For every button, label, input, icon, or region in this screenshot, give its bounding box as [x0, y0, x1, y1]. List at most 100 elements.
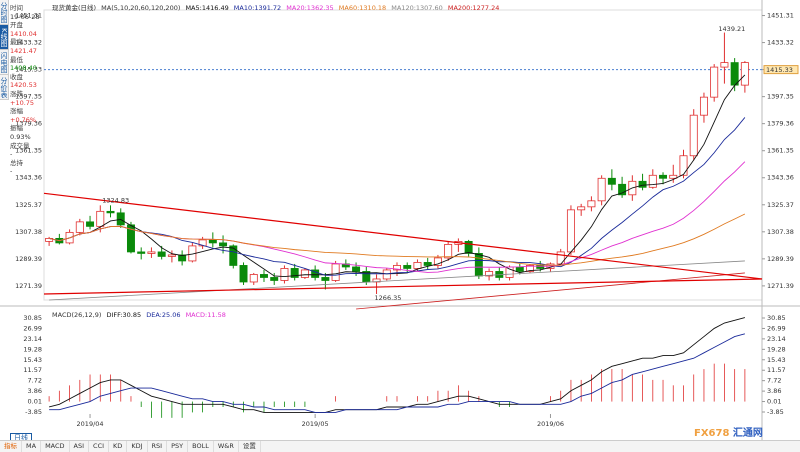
price-tick-label: 1307.38 — [767, 228, 794, 236]
month-label: 2019/05 — [302, 420, 329, 428]
sidebar-tab-0[interactable]: 分时图 — [0, 0, 8, 25]
macd-tick-label: 7.72 — [767, 377, 781, 385]
left-macd-tick-label: 0.01 — [28, 398, 42, 406]
price-tick-label: 1325.37 — [767, 201, 794, 209]
price-tick-label: 1451.31 — [767, 12, 794, 20]
candle-up — [433, 257, 442, 266]
change-label: 涨跌 — [10, 89, 23, 98]
indicator-tab-macd[interactable]: MACD — [41, 441, 70, 452]
candle-up — [167, 254, 176, 257]
ma10-line — [49, 117, 746, 276]
candle-up — [249, 274, 258, 283]
candle-down — [260, 274, 268, 278]
candle-down — [229, 245, 238, 266]
candle-up — [300, 269, 309, 278]
candle-up — [679, 155, 688, 176]
low-mark: 1266.35 — [375, 294, 402, 302]
month-label: 2019/04 — [77, 420, 104, 428]
candle-down — [137, 251, 146, 254]
price-tick-label: 1271.39 — [767, 282, 794, 290]
pct-value: +0.76% — [10, 115, 37, 124]
candle-up — [566, 209, 575, 253]
macd-tick-label: 0.01 — [767, 398, 781, 406]
dea-line — [49, 333, 745, 413]
close-value: 1420.53 — [10, 81, 37, 90]
left-macd-tick-label: 23.14 — [23, 335, 42, 343]
candle-up — [689, 114, 698, 157]
left-price-tick-label: 1451.31 — [15, 12, 42, 20]
macd-legend: MACD(26,12,9) DIFF:30.85 DEA:25.06 MACD:… — [52, 311, 229, 319]
left-price-tick-label: 1433.32 — [15, 39, 42, 47]
left-macd-tick-label: 11.57 — [23, 366, 42, 374]
current-price-tag — [763, 65, 799, 75]
change-value: +10.75 — [10, 98, 35, 107]
indicator-tab-rsi[interactable]: RSI — [148, 441, 168, 452]
sidebar-tab-3[interactable]: 分价表 — [0, 75, 8, 100]
ma-params: MA(5,10,20,60,120,200) — [101, 4, 181, 12]
candle-up — [331, 263, 340, 281]
candle-down — [311, 269, 320, 278]
price-tick-label: 1433.32 — [767, 39, 794, 47]
open-label: 开盘 — [10, 21, 23, 30]
left-macd-tick-label: 19.28 — [23, 345, 42, 353]
indicator-tab-ma[interactable]: MA — [22, 441, 42, 452]
indicator-tab-指标[interactable]: 指标 — [0, 441, 22, 452]
indicator-tab-psy[interactable]: PSY — [167, 441, 189, 452]
candle-down — [157, 251, 166, 257]
indicator-tab-kdj[interactable]: KDJ — [127, 441, 148, 452]
indicator-tab-设置[interactable]: 设置 — [239, 441, 261, 452]
indicator-tab-w&r[interactable]: W&R — [214, 441, 239, 452]
indicator-tab-cci[interactable]: CCI — [89, 441, 110, 452]
candle-down — [178, 254, 187, 262]
macd-tick-label: 26.99 — [767, 324, 786, 332]
candle-up — [198, 239, 207, 247]
candle-up — [147, 251, 156, 254]
amp-value: 0.93% — [10, 132, 31, 141]
ma120-value: MA120:1307.60 — [391, 4, 443, 12]
indicator-tab-kd[interactable]: KD — [109, 441, 128, 452]
left-price-tick-label: 1361.35 — [15, 147, 42, 155]
candle-up — [597, 177, 606, 202]
chart-area[interactable]: 1451.31 1451.31 1433.32 1433.32 1415.33 1415.… — [0, 0, 800, 440]
candle-down — [290, 268, 299, 278]
pct-label: 涨幅 — [10, 107, 23, 116]
left-price-tick-label: 1397.35 — [15, 93, 42, 101]
ma-legend: 现货黄金(日线) MA(5,10,20,60,120,200) MA5:1416… — [52, 2, 502, 12]
candle-down — [403, 265, 412, 269]
quote-info-panel: 时间 19-06-28 开盘 1410.04 最高 1421.47 最低 140… — [10, 4, 46, 176]
candle-down — [219, 242, 228, 247]
candle-up — [577, 206, 586, 211]
left-price-tick-label: 1343.36 — [15, 174, 42, 182]
candle-down — [618, 183, 627, 196]
macd-tick-label: 19.28 — [767, 345, 786, 353]
indicator-tab-boll[interactable]: BOLL — [188, 441, 214, 452]
macd-tick-label: -3.85 — [767, 408, 784, 416]
left-high-mark: 1324.83 — [102, 196, 129, 204]
high-label: 最高 — [10, 38, 23, 47]
watermark-logo: FX678 汇通网 — [694, 428, 763, 439]
left-price-tick-label: 1325.37 — [15, 201, 42, 209]
indicator-tab-asi[interactable]: ASI — [70, 441, 90, 452]
candle-down — [659, 174, 668, 179]
left-macd-tick-label: 7.72 — [28, 377, 42, 385]
candle-down — [116, 212, 125, 226]
candle-up — [648, 174, 657, 188]
dea-value: DEA:25.06 — [146, 311, 181, 319]
candle-up — [45, 237, 54, 242]
candle-up — [444, 244, 453, 259]
sidebar-tab-2[interactable]: 闪电图 — [0, 50, 8, 75]
candle-up — [75, 221, 84, 233]
ma60-value: MA60:1310.18 — [338, 4, 387, 12]
candle-up — [393, 265, 401, 271]
ma200-value: MA200:1277.24 — [447, 4, 500, 12]
close-label: 收盘 — [10, 72, 23, 81]
ma200-line — [356, 272, 745, 310]
ma60-line — [49, 213, 746, 266]
candle-up — [740, 62, 749, 86]
open-value: 1410.04 — [10, 29, 37, 38]
candle-down — [607, 177, 616, 185]
sidebar-tab-1[interactable]: K线图 — [0, 25, 8, 50]
high-value: 1421.47 — [10, 46, 37, 55]
hold-value: - — [10, 167, 13, 176]
symbol-name[interactable]: 现货黄金(日线) — [52, 4, 97, 12]
